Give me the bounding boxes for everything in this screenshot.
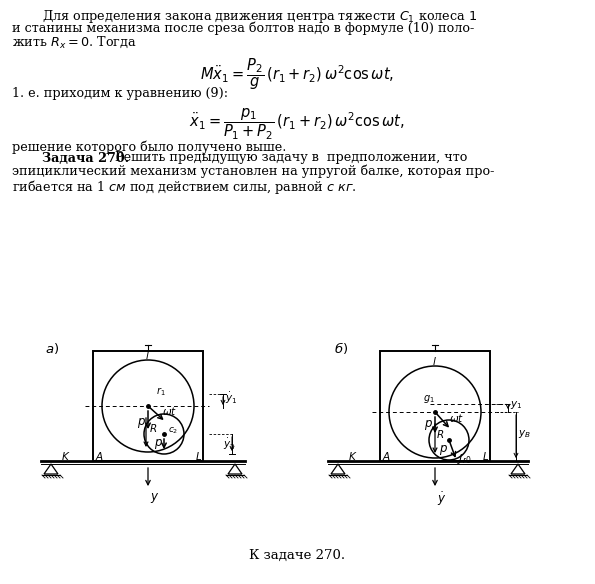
Text: $l$: $l$ [432,355,437,367]
Text: $p$: $p$ [439,443,448,457]
Text: $\ddot{x}_1 = \dfrac{p_1}{P_1 + P_2}\,(r_1 + r_2)\,\omega^2 \cos\omega t,$: $\ddot{x}_1 = \dfrac{p_1}{P_1 + P_2}\,(r… [189,107,405,142]
Text: $p$: $p$ [137,416,146,430]
Text: $R$: $R$ [149,422,157,434]
Text: $\dot{y}_1$: $\dot{y}_1$ [225,391,237,406]
Text: $r_1$: $r_1$ [156,385,165,398]
Text: $K$: $K$ [348,450,358,462]
Text: 1. е. приходим к уравнению (9):: 1. е. приходим к уравнению (9): [12,88,228,100]
Text: гибается на 1 $cм$ под действием силы, равной $c$ $кг$.: гибается на 1 $cм$ под действием силы, р… [12,179,356,196]
Text: эпициклический механизм установлен на упругой балке, которая про-: эпициклический механизм установлен на уп… [12,165,494,179]
Text: Решить предыдущую задачу в  предположении, что: Решить предыдущую задачу в предположении… [115,151,468,165]
Text: $g_1$: $g_1$ [423,393,435,405]
Text: Задача 270.: Задача 270. [42,151,129,165]
Text: $\dot{y}_2$: $\dot{y}_2$ [223,437,236,452]
Text: Для определения закона движения центра тяжести $C_1$ колеса $1$: Для определения закона движения центра т… [42,8,477,25]
Text: $б)$: $б)$ [334,340,348,356]
Text: $J_{r0}$: $J_{r0}$ [457,452,472,466]
Text: $L$: $L$ [482,450,489,462]
Text: $c_2$: $c_2$ [168,426,178,436]
Text: и станины механизма после среза болтов надо в формуле (10) поло-: и станины механизма после среза болтов н… [12,22,474,35]
Text: $\omega t$: $\omega t$ [162,405,177,417]
Text: $p$: $p$ [424,418,433,432]
Text: $a)$: $a)$ [45,341,59,356]
Text: $K$: $K$ [61,450,70,462]
Text: $l$: $l$ [145,349,150,361]
Text: $L$: $L$ [195,450,202,462]
Text: $\dot{y}$: $\dot{y}$ [437,491,446,509]
Text: $p$: $p$ [154,437,163,451]
Text: $\omega t$: $\omega t$ [449,412,464,424]
Text: жить $R_x = 0$. Тогда: жить $R_x = 0$. Тогда [12,35,137,50]
Text: $M\ddot{x}_1 = \dfrac{P_2}{g}\,(r_1 + r_2)\,\omega^2 \cos\omega t,$: $M\ddot{x}_1 = \dfrac{P_2}{g}\,(r_1 + r_… [200,57,394,92]
Text: $A$: $A$ [95,450,104,462]
Text: решение которого было получено выше.: решение которого было получено выше. [12,140,286,154]
Text: $A$: $A$ [382,450,391,462]
Text: $y_B$: $y_B$ [518,429,531,440]
Text: $y$: $y$ [150,491,159,505]
Bar [93,351,203,461]
Text: К задаче 270.: К задаче 270. [249,549,345,562]
Text: $y_1$: $y_1$ [510,399,522,411]
Text: $R$: $R$ [436,429,444,440]
Bar [380,351,490,461]
